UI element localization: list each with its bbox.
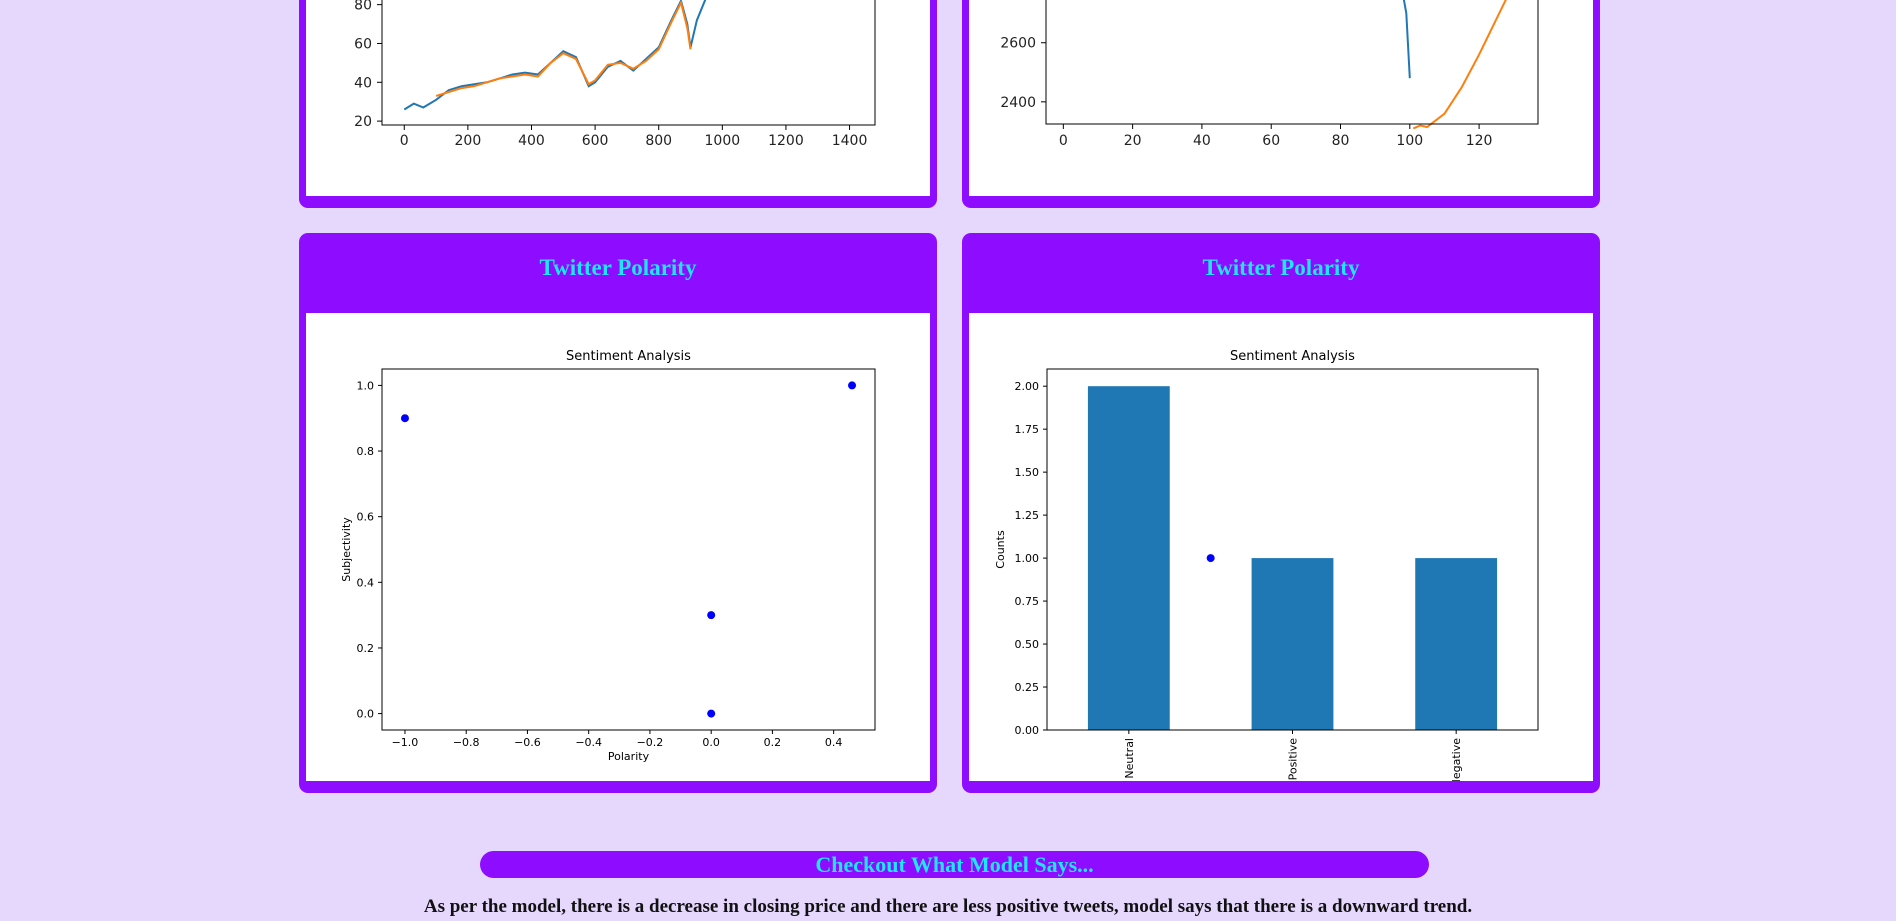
y-axis-label: Subjectivity [340, 517, 353, 582]
y-tick-label: 0.25 [1015, 681, 1040, 694]
x-tick-label: Negative [1450, 738, 1463, 781]
scatter-panel: Sentiment Analysis −1.0 −0.8 −0.6 −0.4 −0.2 0.… [306, 313, 930, 781]
x-tick-label: 1400 [832, 133, 868, 149]
x-tick-label: 0 [1059, 133, 1068, 149]
x-tick-label: −0.8 [453, 736, 480, 749]
x-tick-label: −0.2 [637, 736, 664, 749]
x-tick-label: 600 [582, 133, 609, 149]
scatter-point [400, 414, 409, 423]
prediction-chart-panel: 020406080100120240026002800 [969, 0, 1593, 196]
plot-area [403, 0, 707, 111]
y-tick-label: 0.2 [357, 642, 375, 655]
x-tick-label: 0.4 [825, 736, 843, 749]
y-tick-label: 1.50 [1015, 466, 1040, 479]
y-tick-label: 1.75 [1015, 423, 1040, 436]
x-tick-label: 0 [400, 133, 409, 149]
x-tick-label: 0.2 [764, 736, 782, 749]
x-tick-label: 400 [518, 133, 545, 149]
x-tick-label: 100 [1396, 133, 1423, 149]
y-tick-label: 2400 [1000, 95, 1036, 111]
chart-title: Sentiment Analysis [1230, 349, 1355, 364]
bar-positive [1251, 558, 1334, 730]
y-tick-label: 2600 [1000, 36, 1036, 52]
x-tick-label: Neutral [1123, 738, 1136, 779]
card-title: Twitter Polarity [1202, 255, 1360, 280]
stock-chart-panel: 0 200 400 600 800 1000 1200 1400 20 40 60 80 [306, 0, 930, 196]
x-tick-label: −0.4 [575, 736, 602, 749]
model-message: As per the model, there is a decrease in… [423, 896, 1473, 917]
card-title: Twitter Polarity [539, 255, 697, 280]
scatter-point [1206, 554, 1215, 563]
sentiment-bar-chart: Sentiment Analysis 0.00 0.25 0.50 0.75 1.00 1.… [994, 349, 1539, 787]
y-tick-label: 0.50 [1015, 638, 1040, 651]
chart-title: Sentiment Analysis [566, 349, 691, 364]
y-tick-label: 2.00 [1015, 380, 1040, 393]
prediction-chart-card: 020406080100120240026002800 [962, 0, 1600, 208]
x-tick-label: 20 [1124, 133, 1142, 149]
x-tick-label: 80 [1332, 133, 1350, 149]
x-axis-label: Polarity [608, 750, 650, 763]
y-tick-label: 0.0 [357, 708, 375, 721]
axes-frame [381, 0, 876, 126]
plot-area [1402, 0, 1507, 130]
y-tick-label: 0.75 [1015, 595, 1040, 608]
y-tick-label: 0.00 [1015, 724, 1040, 737]
x-tick-label: 60 [1262, 133, 1280, 149]
x-tick-label: 1000 [705, 133, 741, 149]
series-line [1412, 0, 1507, 130]
bar-panel: Sentiment Analysis 0.00 0.25 0.50 0.75 1.00 1.… [969, 313, 1593, 787]
y-tick-label: 1.00 [1015, 552, 1040, 565]
bar-neutral [1087, 386, 1170, 730]
y-axis-label: Counts [994, 530, 1007, 569]
x-tick-label: 1200 [768, 133, 804, 149]
prediction-chart: 020406080100120240026002800 [1000, 0, 1539, 149]
scatter-point [707, 709, 716, 718]
y-tick-label: 20 [354, 114, 372, 130]
axes-frame [381, 368, 876, 731]
bar-negative [1415, 558, 1498, 730]
x-tick-label: Positive [1287, 738, 1300, 781]
x-tick-label: 120 [1466, 133, 1493, 149]
twitter-polarity-bar-card: Twitter Polarity Sentiment Analysis 0.00 0… [962, 233, 1600, 793]
y-tick-label: 60 [354, 36, 372, 52]
series-line [435, 0, 692, 97]
scatter-point [848, 381, 857, 390]
model-heading: Checkout What Model Says... [480, 851, 1429, 878]
closing-price-chart: 0 200 400 600 800 1000 1200 1400 20 40 60 80 [354, 0, 876, 149]
x-tick-label: 200 [455, 133, 482, 149]
series-line [1402, 0, 1411, 79]
x-tick-label: −1.0 [392, 736, 419, 749]
stock-chart-card: 0 200 400 600 800 1000 1200 1400 20 40 60 80 [299, 0, 937, 208]
y-tick-label: 0.6 [357, 511, 375, 524]
y-tick-label: 0.8 [357, 445, 375, 458]
scatter-point [707, 611, 716, 620]
twitter-polarity-scatter-card: Twitter Polarity Sentiment Analysis −1.0 −… [299, 233, 937, 793]
y-tick-label: 80 [354, 0, 372, 14]
y-tick-label: 0.4 [357, 576, 375, 589]
x-tick-label: 0.0 [702, 736, 720, 749]
sentiment-scatter-chart: Sentiment Analysis −1.0 −0.8 −0.6 −0.4 −0.2 0.… [340, 349, 876, 763]
x-tick-label: −0.6 [514, 736, 541, 749]
axes-frame [1045, 0, 1539, 125]
y-tick-label: 40 [354, 75, 372, 91]
x-tick-label: 40 [1193, 133, 1211, 149]
x-tick-label: 800 [645, 133, 672, 149]
y-tick-label: 1.25 [1015, 509, 1040, 522]
y-tick-label: 1.0 [357, 379, 375, 392]
